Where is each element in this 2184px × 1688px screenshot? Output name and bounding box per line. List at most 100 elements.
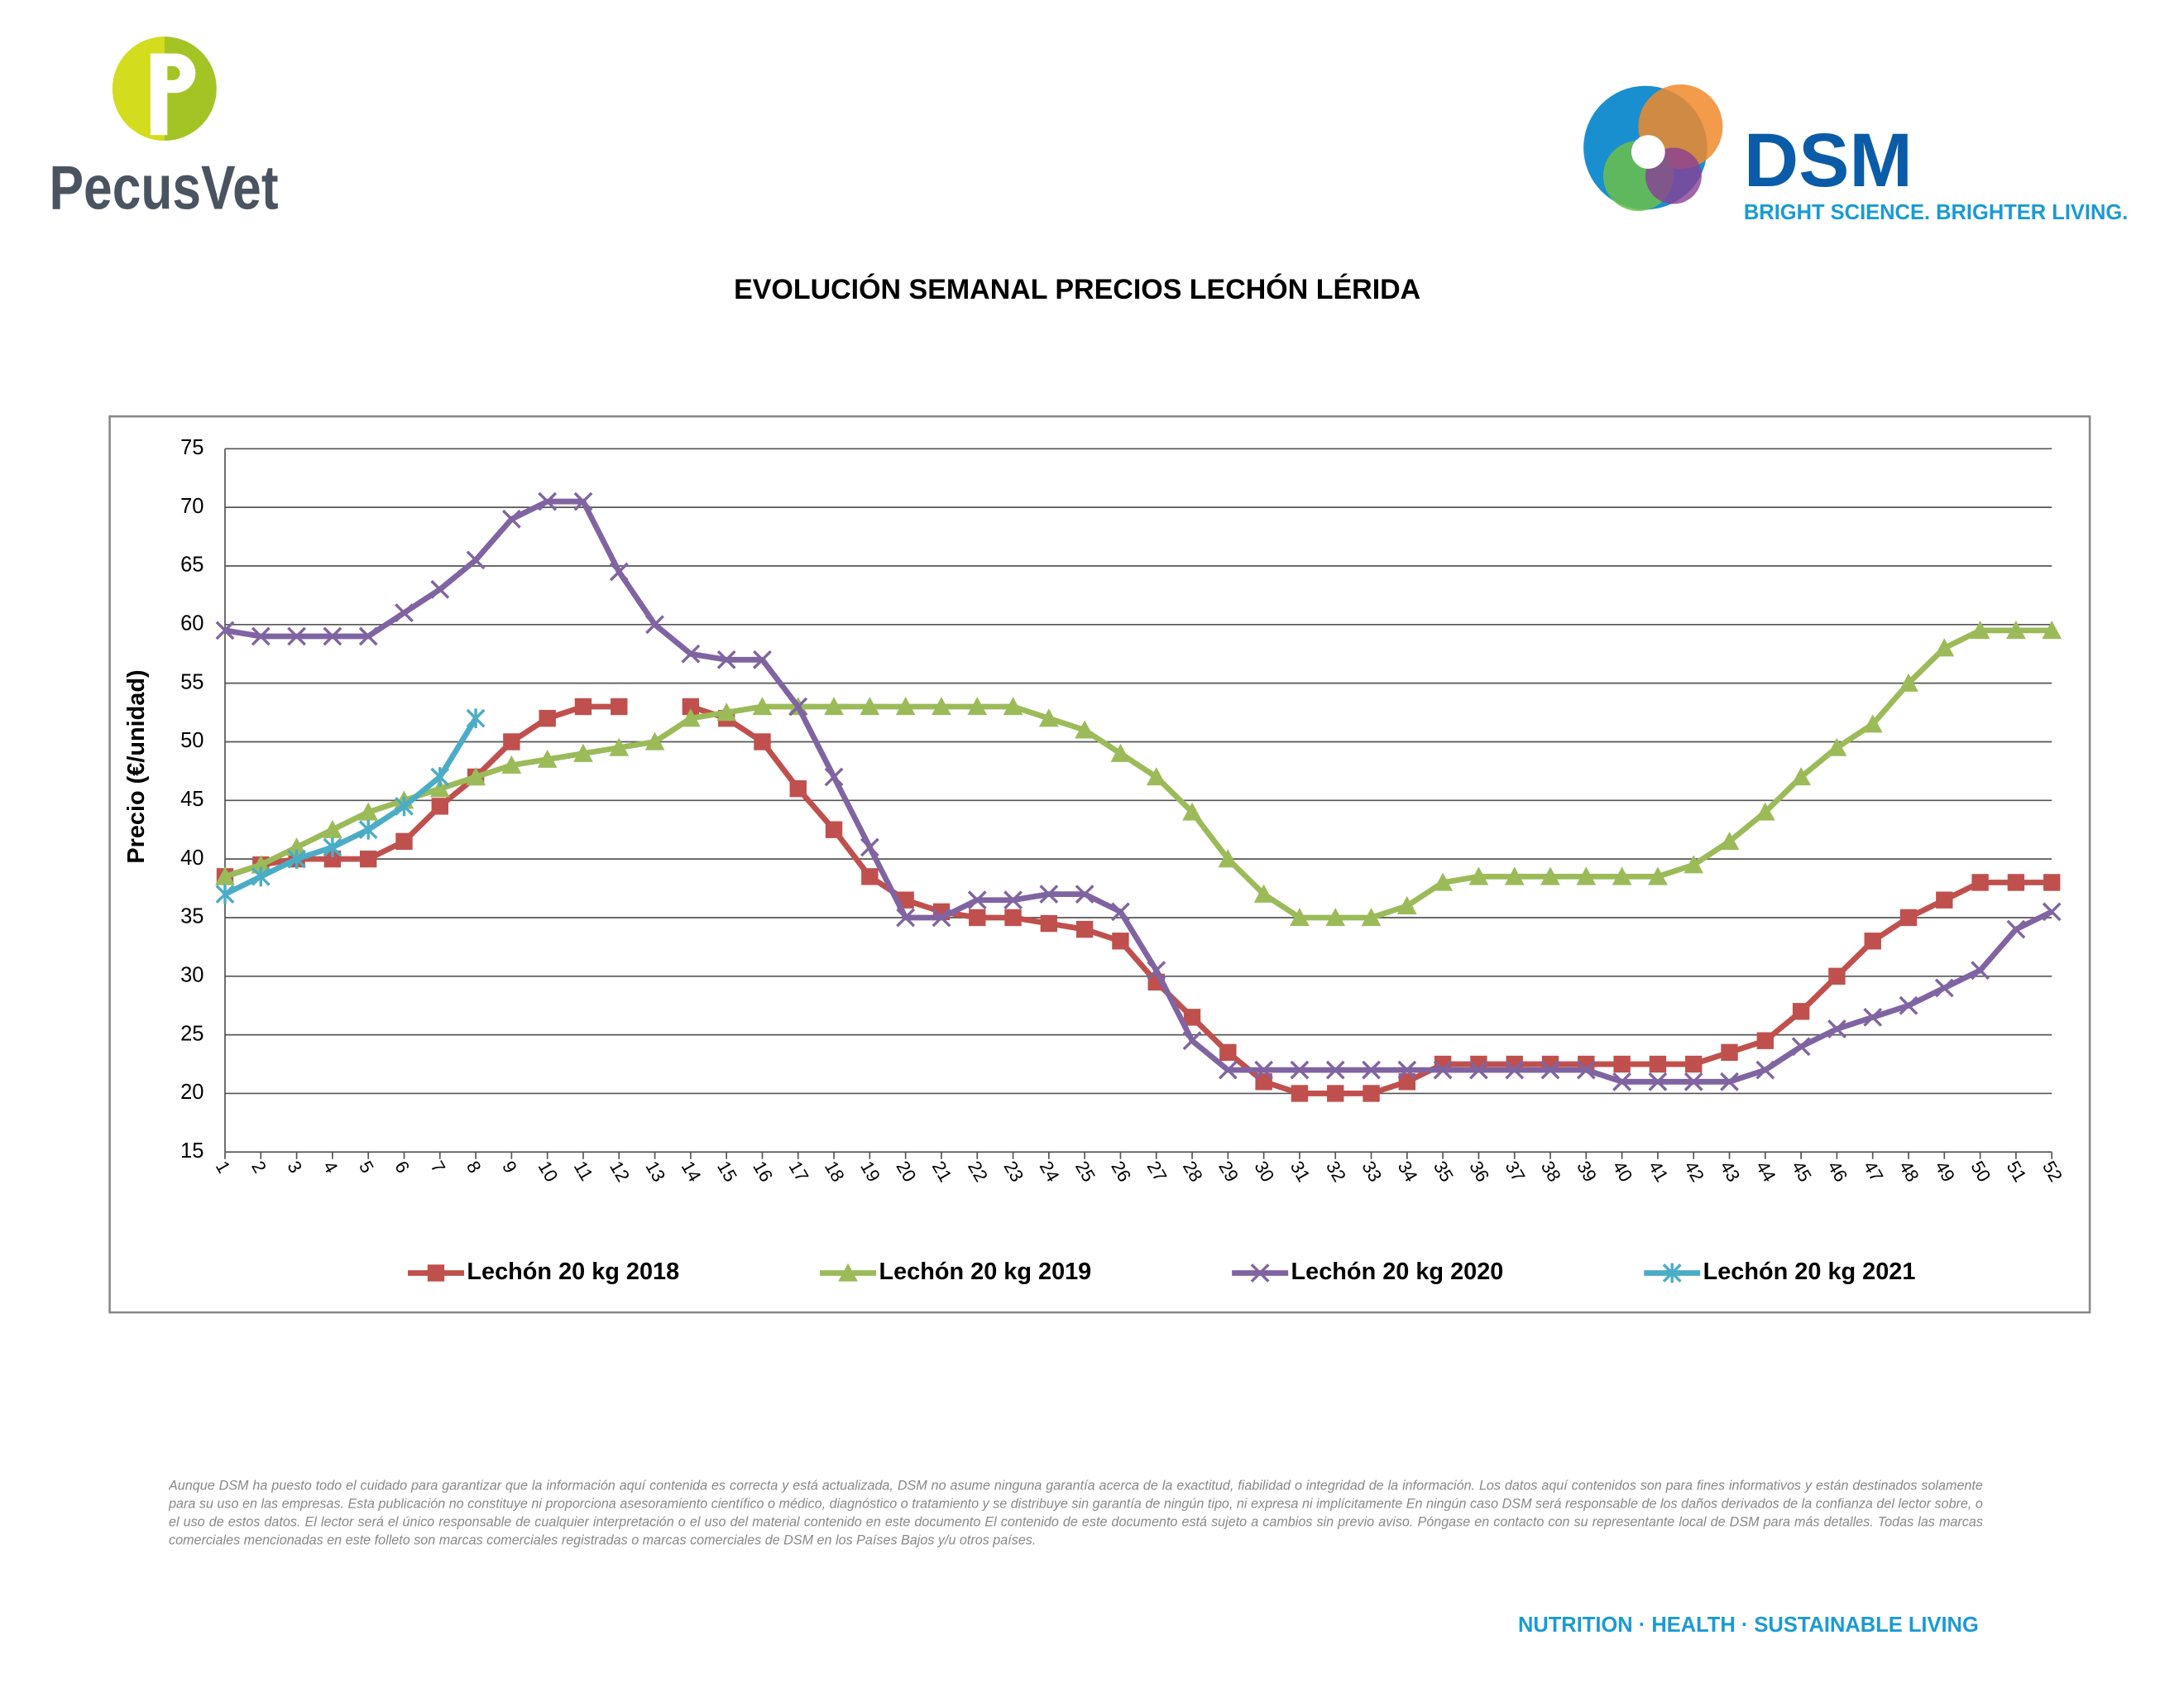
marker	[1003, 890, 1023, 910]
marker-square	[395, 832, 413, 851]
x-tick-label: 5	[355, 1158, 378, 1177]
marker-star	[323, 837, 342, 857]
marker	[1971, 874, 1989, 891]
marker-x	[1791, 1037, 1811, 1057]
x-tick-label: 43	[1716, 1158, 1744, 1186]
marker	[967, 697, 988, 716]
marker-square	[1971, 874, 1989, 891]
x-tick-label: 44	[1752, 1158, 1780, 1186]
disclaimer-box: Aunque DSM ha puesto todo el cuidado par…	[169, 1479, 1983, 1549]
x-tick-label: 51	[2003, 1158, 2031, 1186]
marker-triangle	[1719, 831, 1740, 851]
marker-square	[1685, 1055, 1703, 1073]
marker	[573, 492, 593, 511]
marker-square	[1828, 967, 1846, 985]
y-tick-label: 20	[180, 1081, 204, 1104]
logo-text: DSM	[1744, 118, 1913, 203]
x-tick-label: 26	[1107, 1158, 1135, 1186]
y-tick-label: 65	[180, 554, 204, 577]
marker-triangle	[1934, 638, 1955, 657]
marker	[1250, 1264, 1270, 1283]
marker-triangle	[752, 697, 773, 716]
marker	[1505, 1060, 1525, 1080]
x-tick-label: 19	[856, 1158, 884, 1186]
marker-triangle	[1468, 866, 1489, 885]
tagline: BRIGHT SCIENCE. BRIGHTER LIVING.	[1744, 201, 2128, 224]
x-tick-label: 46	[1823, 1158, 1851, 1186]
marker-triangle	[824, 697, 844, 716]
marker-x	[1325, 1060, 1345, 1080]
marker-triangle	[2006, 620, 2026, 640]
marker-star	[1662, 1263, 1682, 1283]
marker	[716, 650, 736, 669]
x-tick-label: 23	[999, 1158, 1027, 1186]
marker	[395, 832, 413, 851]
marker	[215, 884, 235, 904]
marker-x	[501, 509, 521, 529]
marker	[1325, 1060, 1345, 1080]
logo-text: PecusVet	[49, 153, 278, 223]
marker-x	[1899, 995, 1918, 1015]
marker-star	[358, 819, 378, 840]
marker-triangle	[1361, 908, 1382, 927]
marker-triangle	[1253, 884, 1274, 903]
marker-x	[1612, 1072, 1632, 1091]
x-tick-label: 18	[821, 1158, 849, 1186]
marker-triangle	[1899, 673, 1918, 692]
y-tick-label: 60	[180, 612, 204, 635]
marker-x	[215, 621, 235, 640]
marker	[287, 849, 306, 870]
x-tick-label: 47	[1860, 1158, 1888, 1186]
marker	[287, 626, 306, 646]
marker	[466, 708, 486, 729]
marker	[1827, 737, 1847, 756]
marker	[358, 802, 379, 821]
marker-x	[681, 644, 701, 664]
x-tick-label: 4	[319, 1158, 342, 1177]
x-tick-label: 30	[1250, 1158, 1278, 1186]
marker	[1039, 885, 1059, 904]
marker-star	[287, 849, 306, 870]
marker	[932, 908, 951, 928]
marker	[861, 868, 879, 885]
marker	[215, 866, 235, 885]
marker	[1183, 1009, 1201, 1026]
marker	[2042, 902, 2062, 922]
marker	[1899, 995, 1918, 1015]
y-tick-label: 35	[180, 905, 204, 928]
marker	[1662, 1263, 1682, 1283]
marker	[1255, 1073, 1272, 1091]
marker	[286, 837, 307, 856]
marker	[611, 698, 628, 716]
y-tick-label: 50	[180, 729, 204, 752]
x-tick-label: 3	[283, 1158, 306, 1177]
marker-x	[466, 550, 486, 570]
marker	[1362, 1060, 1381, 1080]
marker	[1291, 1085, 1309, 1102]
marker	[430, 767, 450, 787]
marker	[1792, 1003, 1810, 1020]
marker-square	[2007, 874, 2025, 891]
marker	[1040, 914, 1058, 933]
marker-x	[430, 579, 450, 599]
marker-triangle	[429, 779, 450, 798]
marker	[789, 779, 807, 798]
marker-square	[2043, 874, 2061, 891]
marker-x	[1971, 961, 1990, 981]
marker-triangle	[1970, 620, 1990, 640]
marker	[645, 615, 664, 635]
marker	[1219, 1043, 1237, 1062]
marker	[2006, 919, 2026, 939]
marker	[1003, 697, 1023, 716]
x-tick-label: 9	[498, 1158, 521, 1177]
marker-x	[1111, 902, 1130, 922]
marker	[1112, 933, 1129, 950]
marker-star	[215, 884, 235, 904]
marker-x	[358, 626, 378, 646]
marker	[1433, 1060, 1453, 1080]
x-tick-label: 22	[964, 1158, 992, 1186]
marker-triangle	[1576, 866, 1597, 885]
y-tick-label: 45	[180, 788, 204, 811]
marker	[466, 767, 486, 786]
marker-square	[1649, 1055, 1667, 1073]
